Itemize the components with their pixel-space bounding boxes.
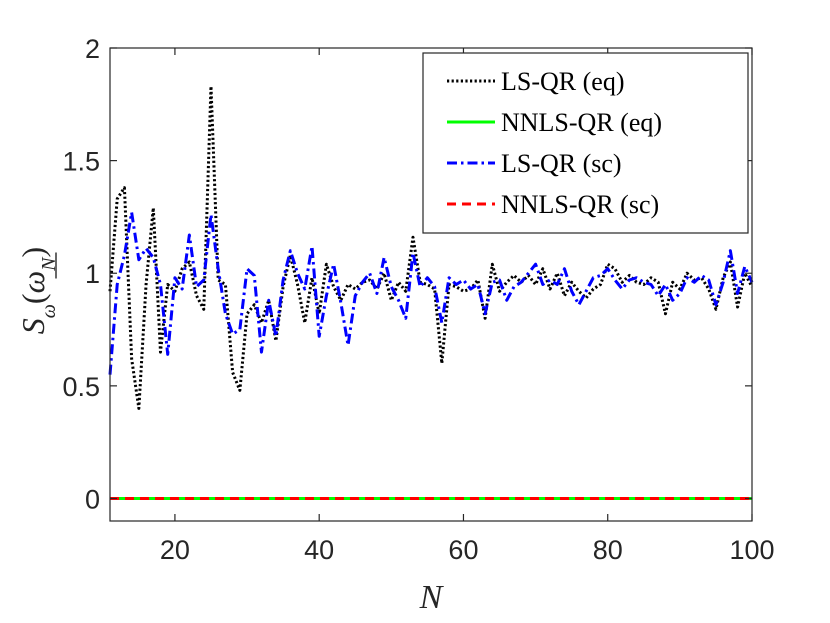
legend-label-3: NNLS-QR (sc) [501, 190, 659, 219]
x-axis-label: N [419, 579, 445, 616]
series-line-0 [108, 84, 754, 410]
y-tick-label: 0.5 [62, 372, 100, 402]
series-line-2 [108, 210, 754, 375]
y-label-arg: ω [15, 271, 51, 294]
x-tick-label: 60 [448, 535, 478, 565]
axes-frame [109, 47, 753, 522]
y-tick-label: 1.5 [62, 147, 100, 177]
series-layer [108, 84, 754, 500]
y-label-main: S [15, 318, 51, 334]
y-label-arg-sub: N [38, 256, 60, 272]
y-axis-label: Sω(ωN) [15, 247, 60, 334]
legend-label-0: LS-QR (eq) [501, 67, 624, 96]
y-tick-label: 1 [85, 259, 100, 289]
legend: LS-QR (eq) NNLS-QR (eq) LS-QR (sc) NNLS-QR … [422, 52, 749, 234]
legend-label-1: NNLS-QR (eq) [501, 108, 662, 137]
y-tick-label: 2 [85, 34, 100, 64]
x-tick-label: 100 [729, 535, 774, 565]
x-tick-label: 20 [160, 535, 190, 565]
svg-text:Sω(ωN): Sω(ωN) [15, 247, 60, 334]
ticks-layer: 20 40 60 80 100 0 0.5 1 1.5 2 [62, 34, 774, 565]
legend-label-2: LS-QR (sc) [501, 149, 622, 178]
y-tick-label: 0 [85, 484, 100, 514]
y-label-sub: ω [38, 304, 60, 318]
x-tick-label: 40 [304, 535, 334, 565]
x-tick-label: 80 [593, 535, 623, 565]
